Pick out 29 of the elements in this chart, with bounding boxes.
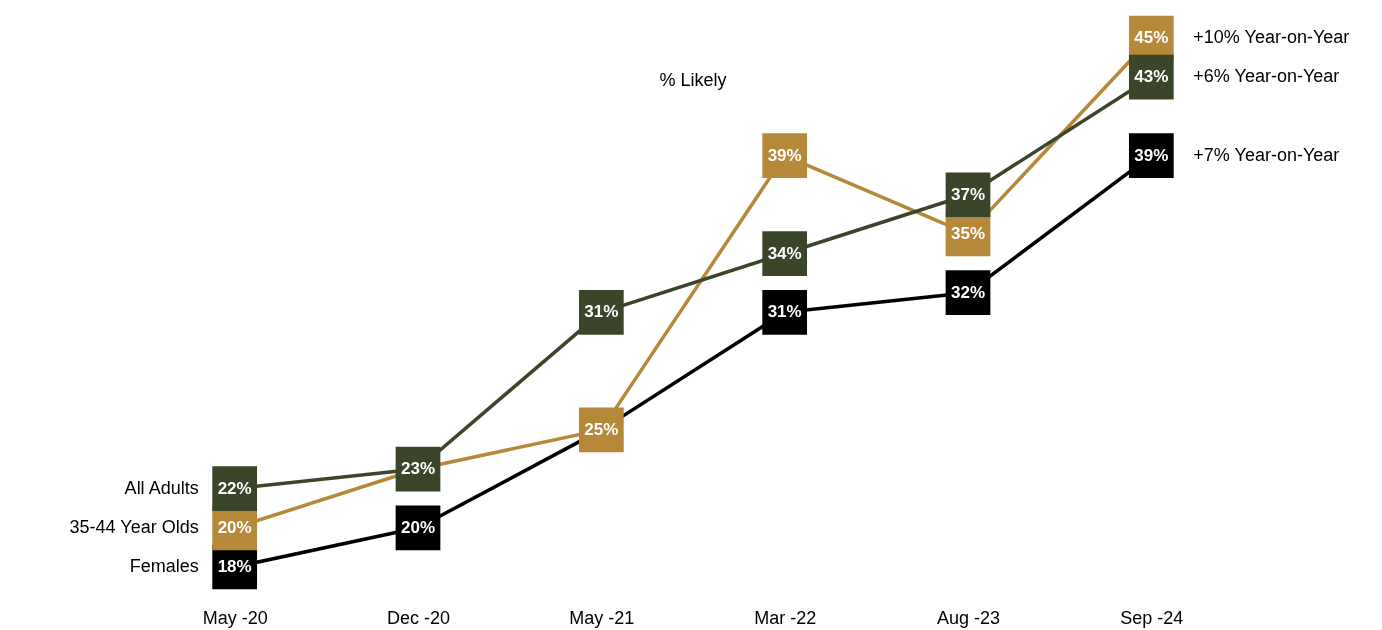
x-tick-label: Aug -23 — [936, 607, 1001, 628]
data-label: 39% — [1134, 145, 1169, 165]
x-tick-label: May -21 — [569, 607, 635, 628]
data-label: 23% — [400, 459, 436, 479]
annotation: +7% Year-on-Year — [1193, 144, 1340, 165]
data-label: 25% — [584, 419, 619, 439]
x-tick-label: Dec -20 — [386, 607, 451, 628]
data-label: 37% — [950, 184, 986, 204]
text: Females — [129, 556, 199, 576]
data-label: 34% — [767, 243, 802, 263]
data-label: 31% — [767, 302, 802, 322]
data-label: 45% — [1134, 28, 1169, 47]
data-label: 31% — [584, 302, 619, 322]
data-label: 20% — [217, 517, 252, 537]
data-label: 22% — [217, 478, 252, 498]
text: All Adults — [124, 477, 199, 498]
data-label: 18% — [217, 557, 252, 576]
data-label: 20% — [400, 517, 436, 537]
data-label: 35% — [950, 223, 986, 243]
text: 35-44 Year Olds — [69, 516, 199, 537]
annotation: +6% Year-on-Year — [1193, 66, 1340, 87]
text: % Likely — [659, 70, 727, 90]
data-label: 39% — [767, 145, 802, 165]
x-tick-label: Sep -24 — [1120, 607, 1184, 628]
annotation: +10% Year-on-Year — [1193, 27, 1350, 47]
x-tick-label: Mar -22 — [754, 607, 817, 628]
data-label: 32% — [950, 282, 986, 302]
data-label: 43% — [1134, 67, 1169, 87]
x-tick-label: May -20 — [202, 607, 268, 628]
